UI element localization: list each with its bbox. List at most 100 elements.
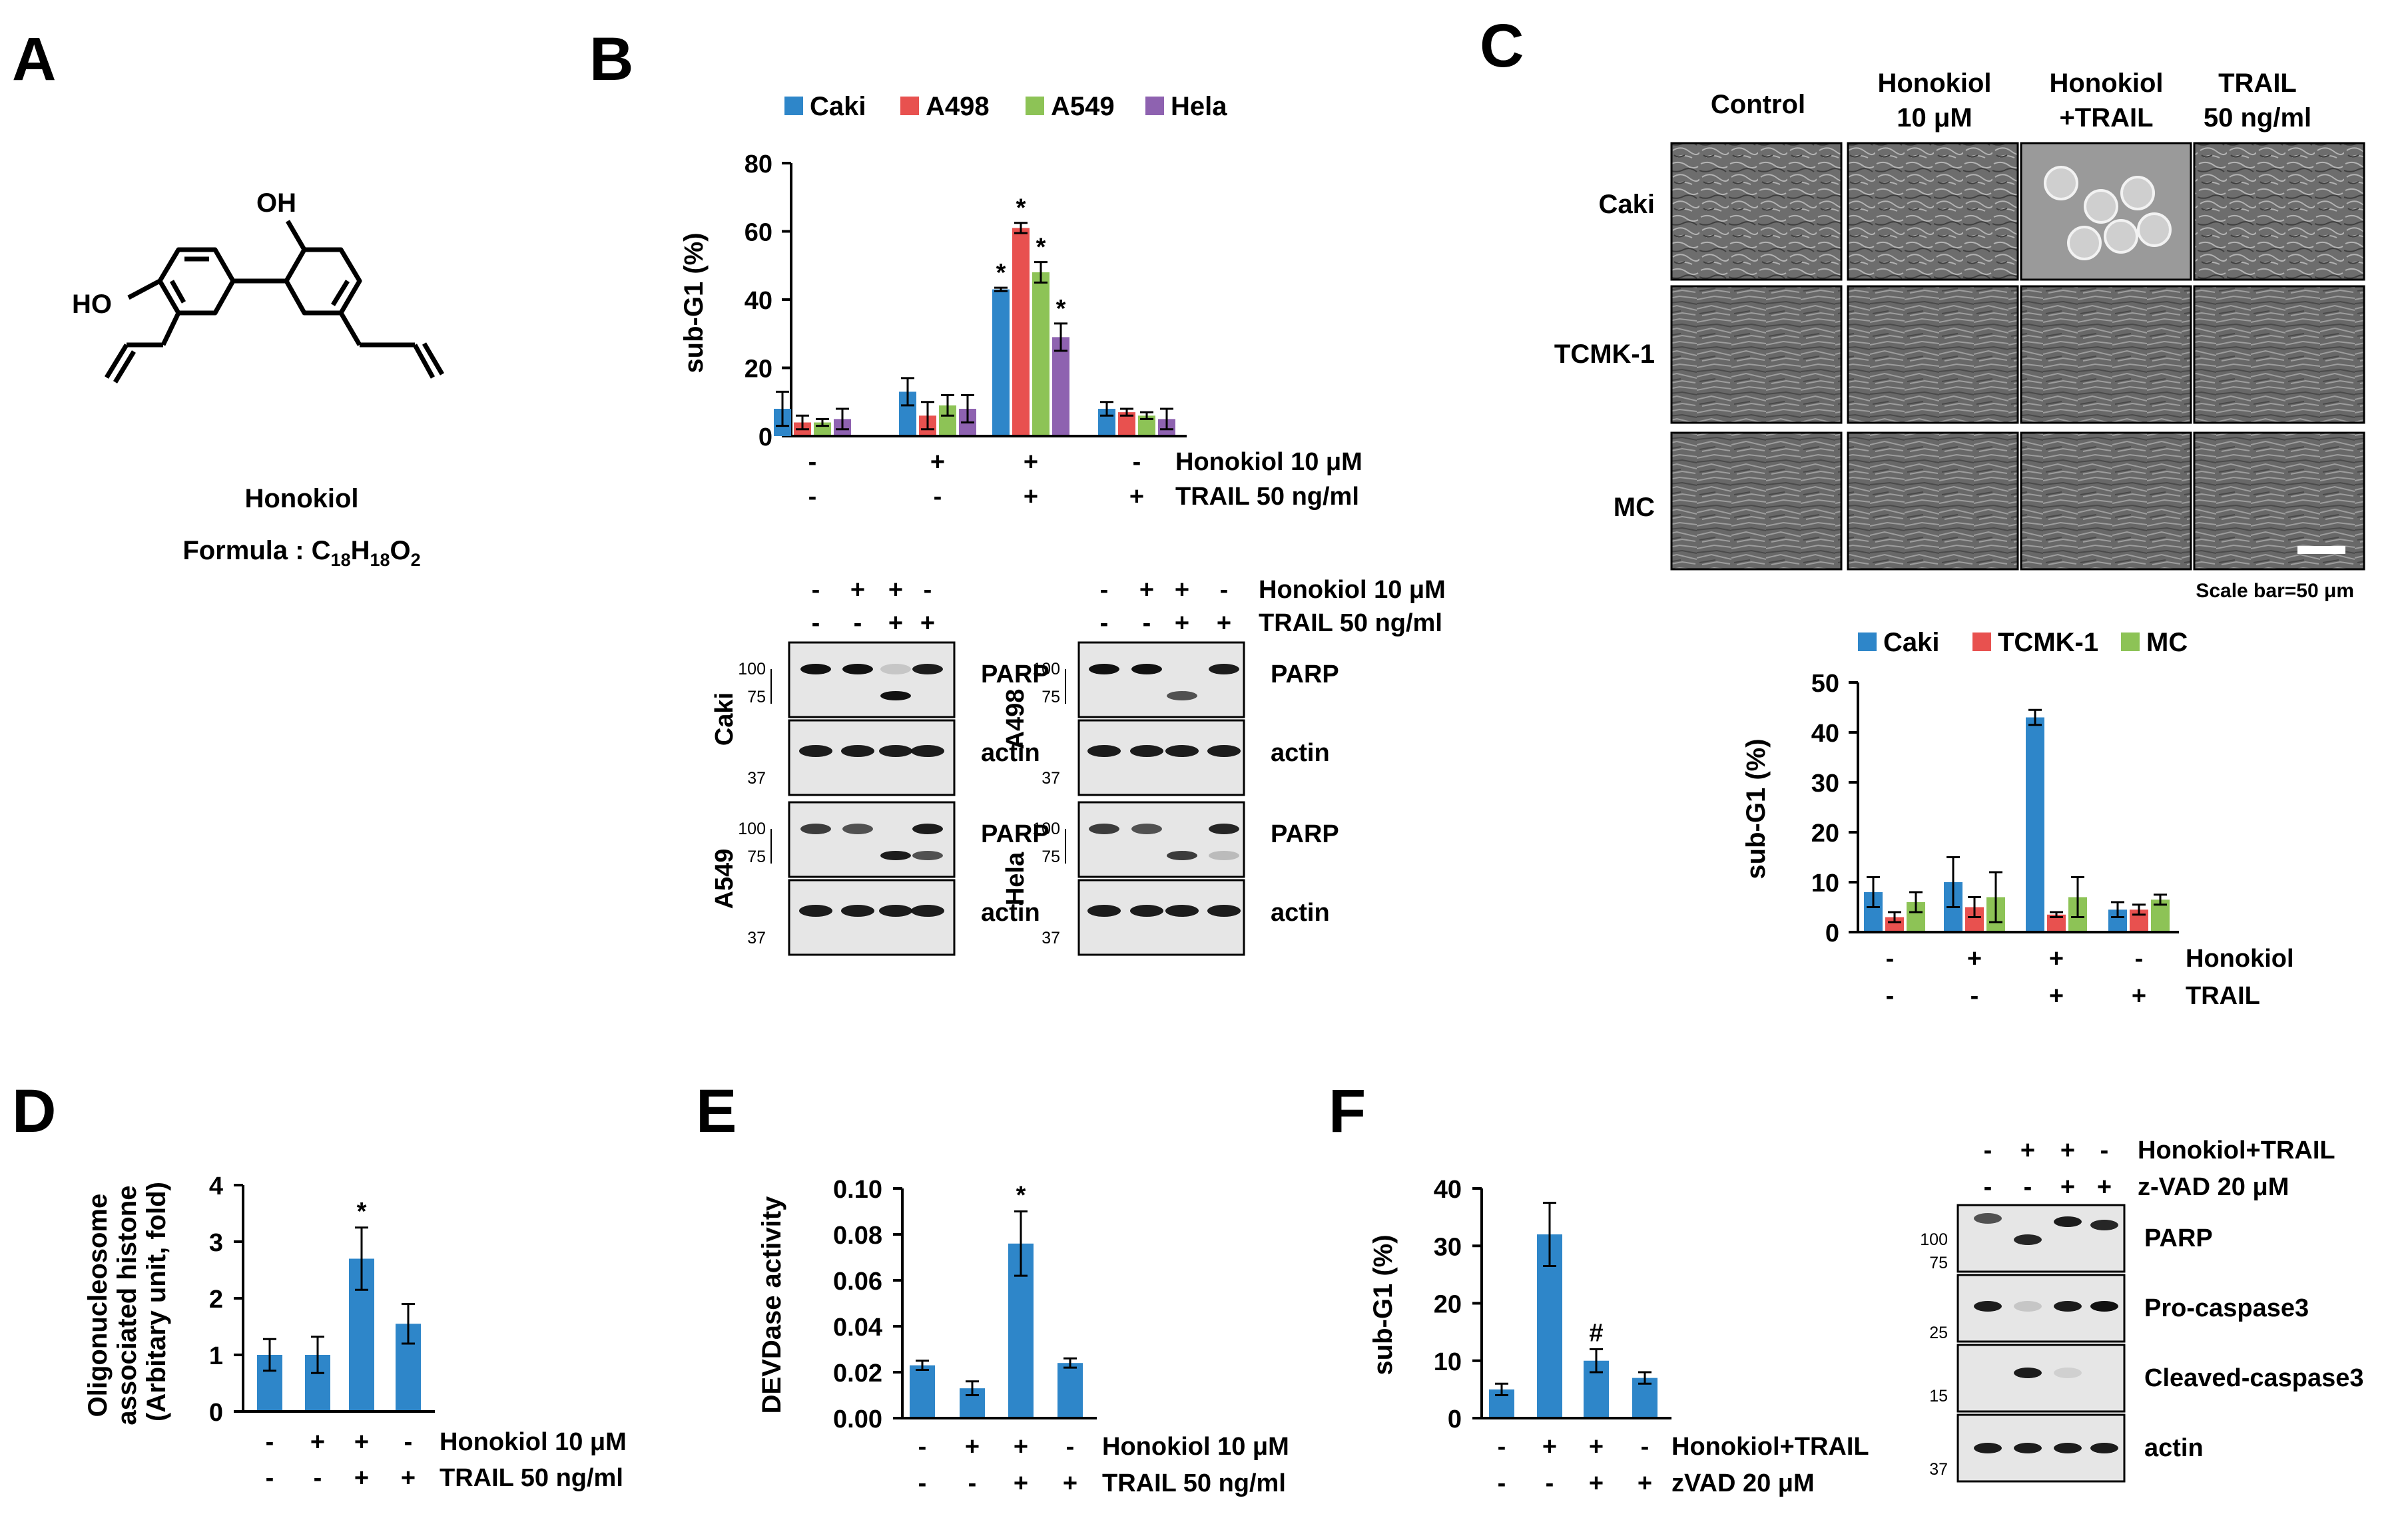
blot-band	[2014, 1443, 2042, 1453]
bar	[1012, 228, 1030, 436]
actin-label: actin	[981, 899, 1040, 927]
sign: -	[1133, 448, 1141, 476]
chart-b-conditions: - + + - Honokiol 10 μM - - + + TRAIL 50 …	[808, 448, 1362, 511]
row-header-mc: MC	[1614, 493, 1655, 522]
rounded-cell	[2120, 176, 2155, 210]
legend-b: Caki A498 A549 Hela	[784, 92, 1227, 121]
blot-band	[842, 824, 873, 834]
legend-label-tcmk1: TCMK-1	[1998, 628, 2098, 657]
panel-label-e: E	[696, 1077, 737, 1145]
legend-c: Caki TCMK-1 MC	[1858, 628, 2188, 657]
sign: -	[2100, 1137, 2109, 1164]
mw-marker-15: 15	[1929, 1387, 1948, 1405]
blot-band	[1130, 745, 1163, 757]
actin-membrane	[788, 719, 956, 796]
bar	[910, 1365, 935, 1418]
scale-bar-label: Scale bar=50 μm	[2196, 580, 2354, 602]
parp-label: PARP	[981, 820, 1050, 848]
parp-membrane	[1077, 641, 1245, 718]
blot-band	[880, 851, 911, 860]
sign: -	[854, 609, 862, 637]
y-tick-label: 30	[1434, 1233, 1462, 1261]
y-tick-label: 10	[1811, 870, 1839, 897]
sign: +	[1014, 1433, 1028, 1461]
col-header-honokiol: Honokiol	[1877, 69, 1991, 98]
y-tick-label: 20	[745, 356, 772, 383]
condition-label: TRAIL 50 ng/ml	[1259, 609, 1442, 637]
blot-band	[2054, 1443, 2082, 1453]
row-header-caki: Caki	[1599, 190, 1656, 219]
micrograph-headers: Control Honokiol 10 μM Honokiol +TRAIL T…	[1554, 69, 2311, 522]
sign: -	[1886, 982, 1895, 1010]
blot-band	[1209, 664, 1239, 674]
mw-marker-100: 100	[1920, 1230, 1948, 1249]
mw-marker-100: 100	[738, 660, 766, 678]
blot-hela: 100 75 37 PARP actin Hela	[1002, 801, 1339, 956]
cleaved-caspase3-label: Cleaved-caspase3	[2144, 1364, 2364, 1392]
sign: +	[1542, 1433, 1557, 1461]
mw-marker-37: 37	[1929, 1460, 1948, 1479]
condition-label: Honokiol+TRAIL	[1671, 1433, 1869, 1461]
chart-b-plot: 0 20 40 60 80 * * * *	[745, 150, 1187, 451]
parp-label: PARP	[1271, 820, 1339, 848]
chart-e: 0.00 0.02 0.04 0.06 0.08 0.10 * DEVDase activi…	[757, 1176, 1289, 1497]
col-header-control: Control	[1711, 90, 1805, 119]
blot-band	[2090, 1220, 2118, 1230]
sign: -	[812, 609, 820, 637]
sign: -	[314, 1464, 322, 1492]
legend-swatch-caki	[784, 97, 803, 115]
legend-swatch-tcmk1	[1972, 633, 1991, 651]
micrograph	[1847, 142, 2019, 281]
actin-membrane	[788, 879, 956, 956]
rounded-cell	[2044, 166, 2078, 200]
sign: -	[1641, 1433, 1650, 1461]
blot-f-row-parp: PARP	[1956, 1204, 2213, 1273]
mw-marker-75: 75	[747, 688, 766, 706]
blot-f-conditions: - + + - Honokiol+TRAIL - - + + z-VAD 20 …	[1984, 1137, 2335, 1201]
chart-d: 0 1 2 3 4 * Oligonucleosome associated histon…	[83, 1172, 627, 1492]
mw-marker-37: 37	[1042, 769, 1060, 788]
y-tick-label: 40	[745, 287, 772, 315]
bar	[992, 289, 1010, 436]
blot-band	[879, 745, 912, 757]
chart-c-ylabel: sub-G1 (%)	[1741, 738, 1771, 879]
y-tick-label: 50	[1811, 670, 1839, 698]
sign: +	[401, 1464, 416, 1492]
blot-band	[1167, 851, 1197, 860]
col-header-combo: Honokiol	[2049, 69, 2163, 98]
blot-a498: 100 75 37 PARP actin A498	[1002, 641, 1339, 796]
sign: +	[888, 576, 903, 604]
sign: +	[965, 1433, 980, 1461]
blot-band	[1130, 905, 1163, 917]
condition-label: TRAIL	[2186, 982, 2260, 1010]
sign: -	[808, 448, 817, 476]
sign: -	[1143, 609, 1151, 637]
mw-marker-37: 37	[1042, 929, 1060, 947]
blot-band	[800, 824, 831, 834]
legend-label-hela: Hela	[1171, 92, 1227, 121]
pro-caspase3-label: Pro-caspase3	[2144, 1294, 2309, 1322]
parp-membrane	[1077, 801, 1245, 878]
cell-line-label: A498	[1002, 689, 1030, 750]
micrograph	[1847, 431, 2019, 571]
y-tick-label: 20	[1434, 1291, 1462, 1319]
actin-label: actin	[2144, 1434, 2204, 1462]
blot-band	[879, 905, 912, 917]
panel-label-b: B	[589, 25, 633, 93]
y-tick-label: 0.08	[833, 1222, 882, 1250]
blot-band	[2014, 1368, 2042, 1378]
sign: -	[1100, 609, 1109, 637]
blot-band	[841, 745, 874, 757]
blot-f-row-actin: actin	[1956, 1413, 2204, 1483]
panel-label-a: A	[12, 25, 56, 93]
sign: +	[2060, 1173, 2075, 1201]
blot-band	[1974, 1301, 2002, 1312]
legend-swatch-a549	[1026, 97, 1044, 115]
significance-mark: #	[1589, 1320, 1603, 1348]
sign: +	[2049, 982, 2064, 1010]
micrograph	[1847, 285, 2019, 424]
blot-band	[912, 851, 943, 860]
blot-f-row-pro-caspase3: Pro-caspase3	[1956, 1274, 2309, 1343]
y-tick-label: 0	[1448, 1405, 1462, 1433]
